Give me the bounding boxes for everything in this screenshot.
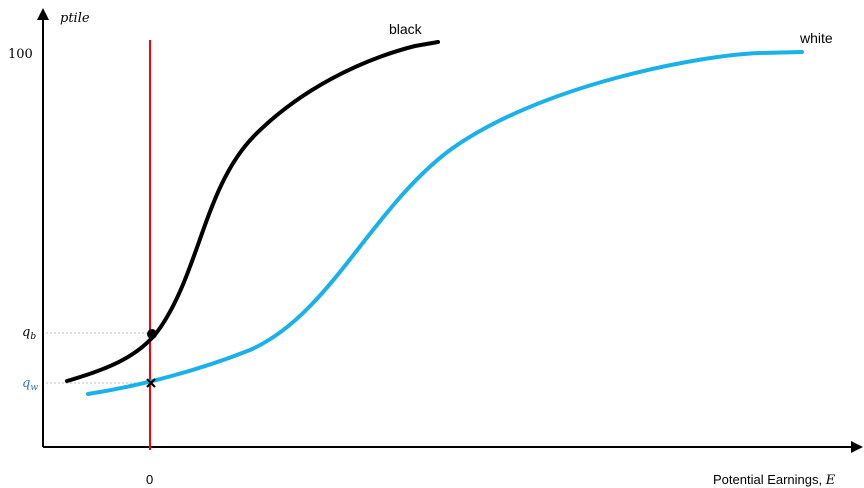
q-b-point (147, 329, 157, 339)
black-curve (65, 40, 440, 383)
y-tick-label-100: 100 (8, 47, 33, 62)
q-w-label: qw (22, 376, 38, 393)
black-curve-label: black (389, 21, 423, 37)
x-tick-label-0: 0 (146, 472, 153, 487)
white-curve (86, 50, 804, 396)
x-axis-label: Potential Earnings, E (713, 472, 836, 488)
q-w-cross-marker (146, 378, 156, 388)
q-b-label: qb (22, 325, 36, 342)
white-curve-label: white (799, 30, 833, 46)
y-axis-label: ptile (60, 11, 90, 26)
